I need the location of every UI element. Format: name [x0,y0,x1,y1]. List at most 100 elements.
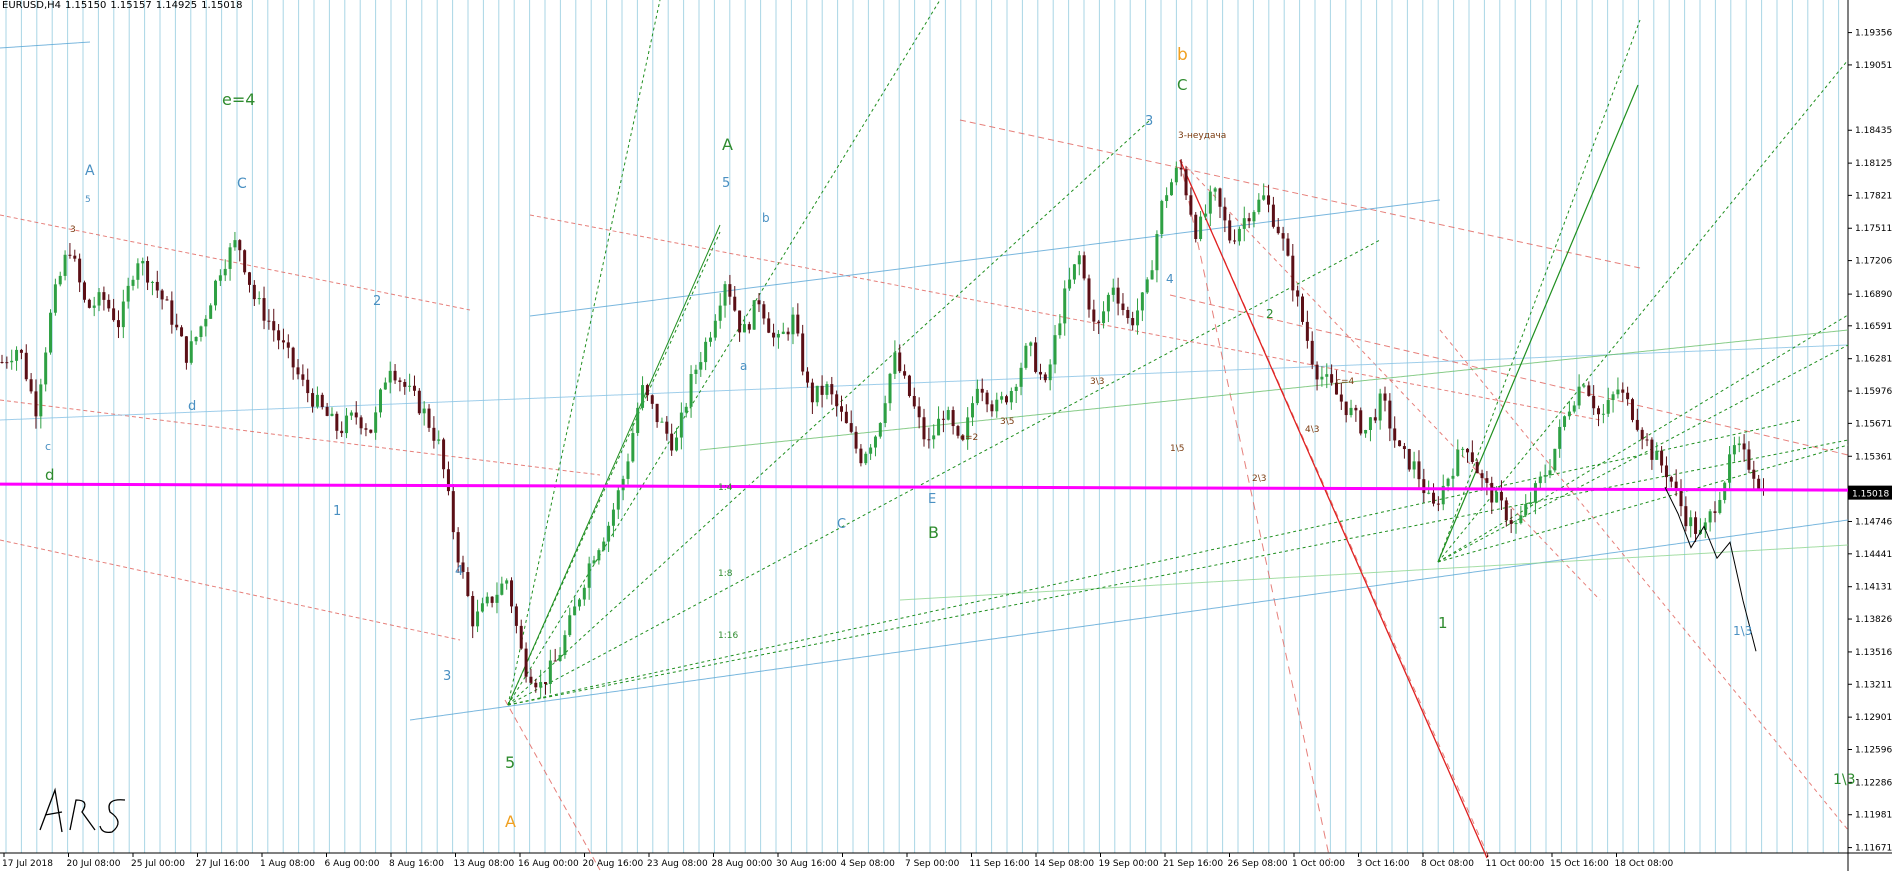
candle-body [1737,443,1741,446]
candle-body [369,429,373,433]
candle-body [801,333,805,372]
fan-line [507,439,1849,706]
y-tick-label: 1.17821 [1855,191,1892,201]
candle-body [1223,206,1227,221]
fan-line [507,239,1381,706]
candle-body [175,324,179,328]
candle-body [218,275,222,281]
candle-body [1237,228,1241,242]
candle-body [1305,321,1309,341]
trend-line [529,199,1441,317]
wave-label: a [740,359,747,373]
candle-body [679,412,683,438]
wave-label: 1:4 [718,483,733,493]
candle-body [354,412,358,418]
candle-body [180,327,184,337]
candle-body [781,331,785,334]
candle-body [626,461,630,479]
current-price-label: 1.15018 [1852,490,1889,500]
candle-body [1752,469,1756,479]
x-tick-label: 6 Aug 00:00 [325,859,380,869]
candle-body [1538,476,1542,484]
candle-body [141,260,145,264]
candle-body [873,436,877,448]
candle-body [607,525,611,542]
x-tick-label: 1 Aug 08:00 [260,859,315,869]
wave-label: 1\3 [1733,624,1752,638]
candle-body [1417,461,1421,480]
candle-body [1703,522,1707,530]
candle-body [1461,448,1465,450]
candle-body [146,260,150,283]
candle-body [1301,296,1305,322]
y-tick-label: 1.15671 [1855,419,1892,429]
x-tick-label: 7 Sep 00:00 [905,859,960,869]
trend-line [409,519,1849,721]
candle-body [286,342,290,348]
candle-body [1621,389,1625,393]
candle-body [514,606,518,626]
candle-body [228,247,232,269]
candle-body [39,384,43,417]
candle-body [490,596,494,603]
candle-body [1271,204,1275,227]
candle-body [485,596,489,604]
wave-label: 1 [333,504,341,519]
y-tick-label: 1.13516 [1855,648,1892,658]
candle-body [277,330,281,341]
candle-body [1470,452,1474,462]
candle-body [1349,407,1353,416]
candle-body [772,332,776,338]
candle-body [971,403,975,418]
candle-body [621,478,625,491]
candle-body [320,394,324,407]
trend-line [1179,159,1331,861]
candle-body [1606,400,1610,414]
candle-body [1582,385,1586,387]
candle-body [956,426,960,436]
candle-body [1257,199,1261,213]
candle-body [708,337,712,342]
candle-body [199,326,203,337]
candle-body [844,411,848,424]
candle-body [301,374,305,380]
candle-body [442,439,446,470]
candle-body [1034,342,1038,372]
candle-body [767,318,771,333]
candle-body [1092,309,1096,322]
candle-body [1174,167,1178,183]
candle-body [636,407,640,434]
candle-body [427,408,431,428]
symbol-label: EURUSD,H4 [2,0,62,11]
candle-body [383,382,387,390]
candle-body [1368,417,1372,430]
candle-body [417,390,421,414]
candle-body [189,341,193,363]
candle-body [1664,465,1668,478]
candle-body [495,594,499,603]
candle-body [116,320,120,328]
candle-body [864,453,868,464]
candle-body [272,321,276,331]
candle-body [1674,481,1678,489]
candle-body [126,285,130,302]
candle-body [1616,389,1620,395]
candle-body [281,340,285,343]
candle-body [1131,318,1135,326]
candle-body [97,292,101,306]
candle-body [5,362,9,364]
candle-body [1553,448,1557,471]
y-tick-label: 1.12286 [1855,778,1892,788]
candle-body [160,290,164,300]
candle-body [1019,367,1023,387]
fan-line [507,119,1151,706]
trend-line [1179,159,1491,861]
candle-body [1058,323,1062,336]
y-tick-label: 1.15976 [1855,387,1892,397]
candle-body [704,341,708,363]
candle-body [1315,364,1319,380]
candle-body [539,682,543,688]
trend-line [1179,159,1488,859]
